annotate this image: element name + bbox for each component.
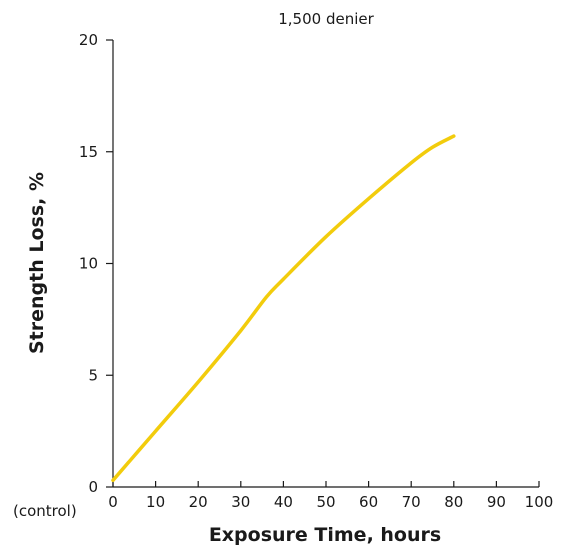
x-tick-label: 100 [525,493,554,511]
axes [112,40,539,488]
x-tick-label: 40 [274,493,293,511]
x-tick-label: 10 [146,493,165,511]
x-tick-label: 80 [444,493,463,511]
x-origin-annotation: (control) [13,502,77,520]
chart-title: 1,500 denier [278,10,374,28]
x-tick-label: 0 [108,493,118,511]
x-tick-label: 50 [316,493,335,511]
x-tick-label: 30 [231,493,250,511]
series-group [111,134,456,483]
y-tick-label: 0 [88,478,98,496]
y-axis-ticks: 0 5 10 15 20 [79,31,113,496]
x-axis-label: Exposure Time, hours [209,524,441,546]
x-tick-label: 20 [189,493,208,511]
x-axis-ticks: 0 10 20 30 40 50 60 70 80 90 100 [108,481,553,511]
y-tick-label: 20 [79,31,98,49]
y-tick-label: 5 [88,366,98,384]
y-tick-label: 10 [79,255,98,273]
y-tick-label: 15 [79,143,98,161]
x-tick-label: 70 [402,493,421,511]
x-tick-label: 90 [487,493,506,511]
y-axis-label: Strength Loss, % [26,172,48,354]
x-tick-label: 60 [359,493,378,511]
series-line-0 [111,134,456,483]
